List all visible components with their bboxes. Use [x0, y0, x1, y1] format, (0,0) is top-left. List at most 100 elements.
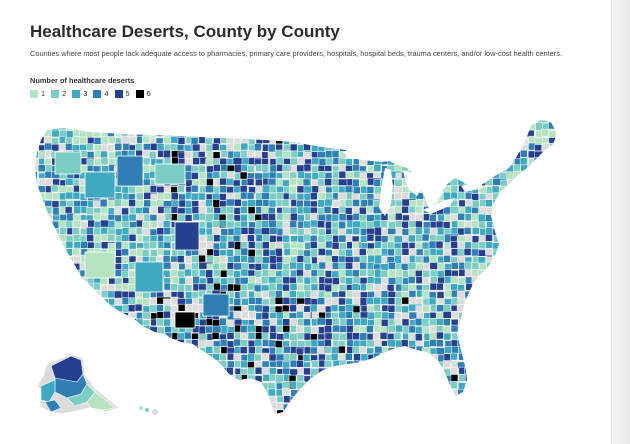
county-tile — [548, 353, 557, 362]
county-tile — [381, 311, 390, 320]
county-tile — [471, 200, 480, 208]
county-tile — [296, 381, 311, 390]
county-tile — [35, 298, 46, 306]
county-tile — [520, 319, 528, 334]
county-tile — [541, 178, 557, 186]
county-tile — [212, 220, 220, 228]
county-tile — [485, 374, 500, 383]
county-tile — [35, 214, 39, 222]
county-tile — [464, 409, 473, 414]
county-tile — [255, 185, 264, 193]
county-tile — [528, 353, 536, 362]
county-tile — [317, 220, 325, 229]
county-tile — [262, 374, 271, 382]
county-tile — [35, 227, 38, 242]
county-tile — [289, 290, 297, 298]
county-tile — [422, 402, 430, 411]
county-tile — [380, 354, 389, 362]
county-tile — [555, 177, 557, 186]
county-tile — [261, 417, 268, 420]
county-tile — [478, 120, 486, 124]
county-tile — [149, 396, 158, 412]
county-tile — [211, 332, 220, 340]
county-tile — [493, 417, 500, 420]
county-tile — [457, 395, 473, 403]
county-tile — [521, 297, 529, 305]
county-tile — [471, 262, 480, 270]
county-tile — [191, 255, 199, 263]
county-tile — [514, 256, 522, 264]
county-tile — [261, 382, 269, 391]
county-tile — [283, 395, 291, 403]
county-tile — [520, 312, 528, 321]
county-tile — [421, 241, 430, 250]
alaska-region-3 — [40, 379, 56, 403]
county-tile — [240, 311, 249, 319]
county-tile — [289, 261, 298, 270]
county-tile — [549, 389, 557, 404]
county-tile — [563, 354, 577, 361]
county-tile — [485, 409, 494, 414]
county-tile — [564, 270, 571, 277]
county-tile — [422, 186, 438, 194]
county-tile — [185, 409, 193, 414]
county-tile — [325, 262, 333, 270]
county-tile — [505, 220, 514, 229]
county-tile — [513, 318, 529, 327]
county-tile — [64, 206, 73, 215]
county-tile — [409, 403, 424, 414]
county-tile — [541, 353, 550, 362]
county-tile — [345, 402, 354, 410]
county-tile — [205, 199, 213, 207]
county-tile — [128, 409, 143, 414]
county-tile — [506, 120, 514, 124]
county-tile — [220, 381, 228, 390]
county-tile — [548, 325, 556, 334]
county-tile — [428, 291, 437, 299]
county-tile — [493, 304, 508, 313]
county-tile — [143, 395, 158, 403]
county-tile — [58, 283, 67, 292]
county-tile — [346, 373, 355, 382]
county-tile — [458, 143, 473, 152]
county-tile — [150, 402, 158, 410]
county-tile — [541, 158, 557, 167]
county-tile — [478, 388, 487, 396]
county-tile — [92, 129, 101, 138]
county-tile — [325, 395, 334, 403]
county-tile — [170, 388, 186, 396]
legend-item-3: 3 — [72, 89, 87, 98]
county-tile — [542, 228, 550, 237]
county-tile — [540, 381, 549, 390]
county-tile — [150, 375, 158, 383]
county-tile — [478, 221, 486, 230]
county-tile — [165, 417, 172, 420]
county-tile — [422, 143, 431, 151]
county-tile — [527, 346, 535, 354]
county-tile — [331, 241, 340, 250]
hawaii-island — [152, 409, 158, 415]
county-tile — [184, 122, 193, 131]
county-tile — [471, 324, 487, 340]
county-tile — [366, 122, 374, 131]
county-tile — [477, 151, 493, 160]
county-tile — [226, 186, 234, 194]
county-tile — [470, 332, 479, 341]
county-tile — [164, 339, 173, 347]
county-tile — [372, 332, 381, 341]
county-tile — [442, 325, 451, 334]
county-tile — [548, 402, 557, 410]
county-tile — [45, 241, 53, 250]
county-tile — [556, 339, 557, 354]
county-tile — [191, 409, 199, 414]
county-tile — [106, 144, 115, 152]
county-tile — [38, 213, 46, 221]
county-tile — [86, 296, 95, 312]
county-tile — [86, 353, 94, 369]
county-tile — [66, 417, 73, 420]
county-tile — [261, 151, 270, 159]
county-tile — [115, 284, 123, 292]
county-tile — [407, 164, 416, 173]
county-tile — [500, 368, 516, 377]
county-tile — [373, 283, 382, 292]
